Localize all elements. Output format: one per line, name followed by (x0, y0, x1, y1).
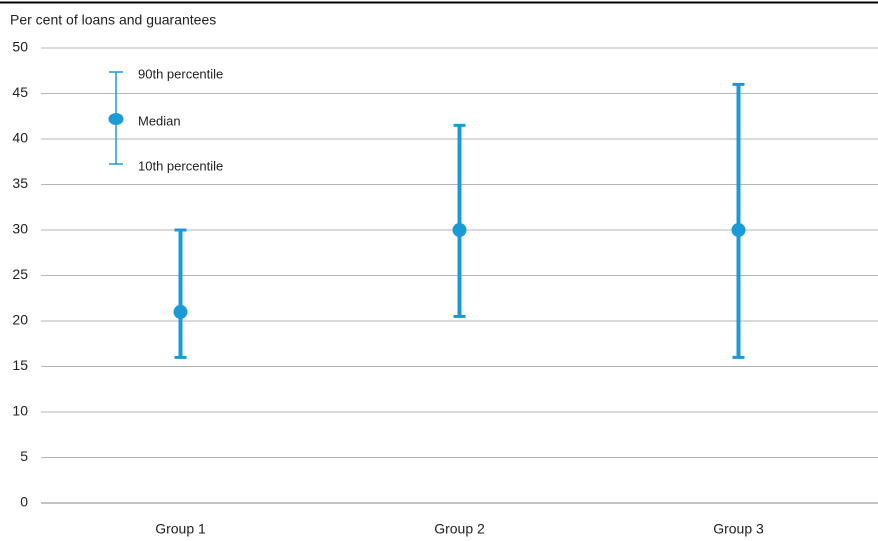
median-dot (173, 304, 188, 319)
y-tick-label: 25 (12, 266, 28, 282)
legend-label: Median (138, 113, 181, 128)
y-tick-label: 50 (12, 39, 28, 55)
y-tick-label: 10 (12, 403, 28, 419)
x-tick-label: Group 2 (434, 521, 485, 537)
y-axis-label: Per cent of loans and guarantees (10, 12, 216, 28)
y-tick-label: 40 (12, 130, 28, 146)
y-tick-label: 15 (12, 357, 28, 373)
legend-dot (108, 113, 124, 125)
legend-label: 10th percentile (138, 158, 223, 173)
median-dot (452, 223, 467, 237)
legend-label: 90th percentile (138, 66, 223, 81)
y-tick-label: 30 (12, 221, 28, 237)
x-tick-label: Group 3 (713, 521, 764, 537)
y-tick-label: 0 (20, 494, 28, 510)
y-tick-label: 45 (12, 84, 28, 100)
x-tick-label: Group 1 (155, 521, 206, 537)
y-tick-label: 5 (20, 448, 28, 464)
y-tick-label: 35 (12, 175, 28, 191)
median-dot (731, 223, 746, 237)
y-tick-label: 20 (12, 312, 28, 328)
